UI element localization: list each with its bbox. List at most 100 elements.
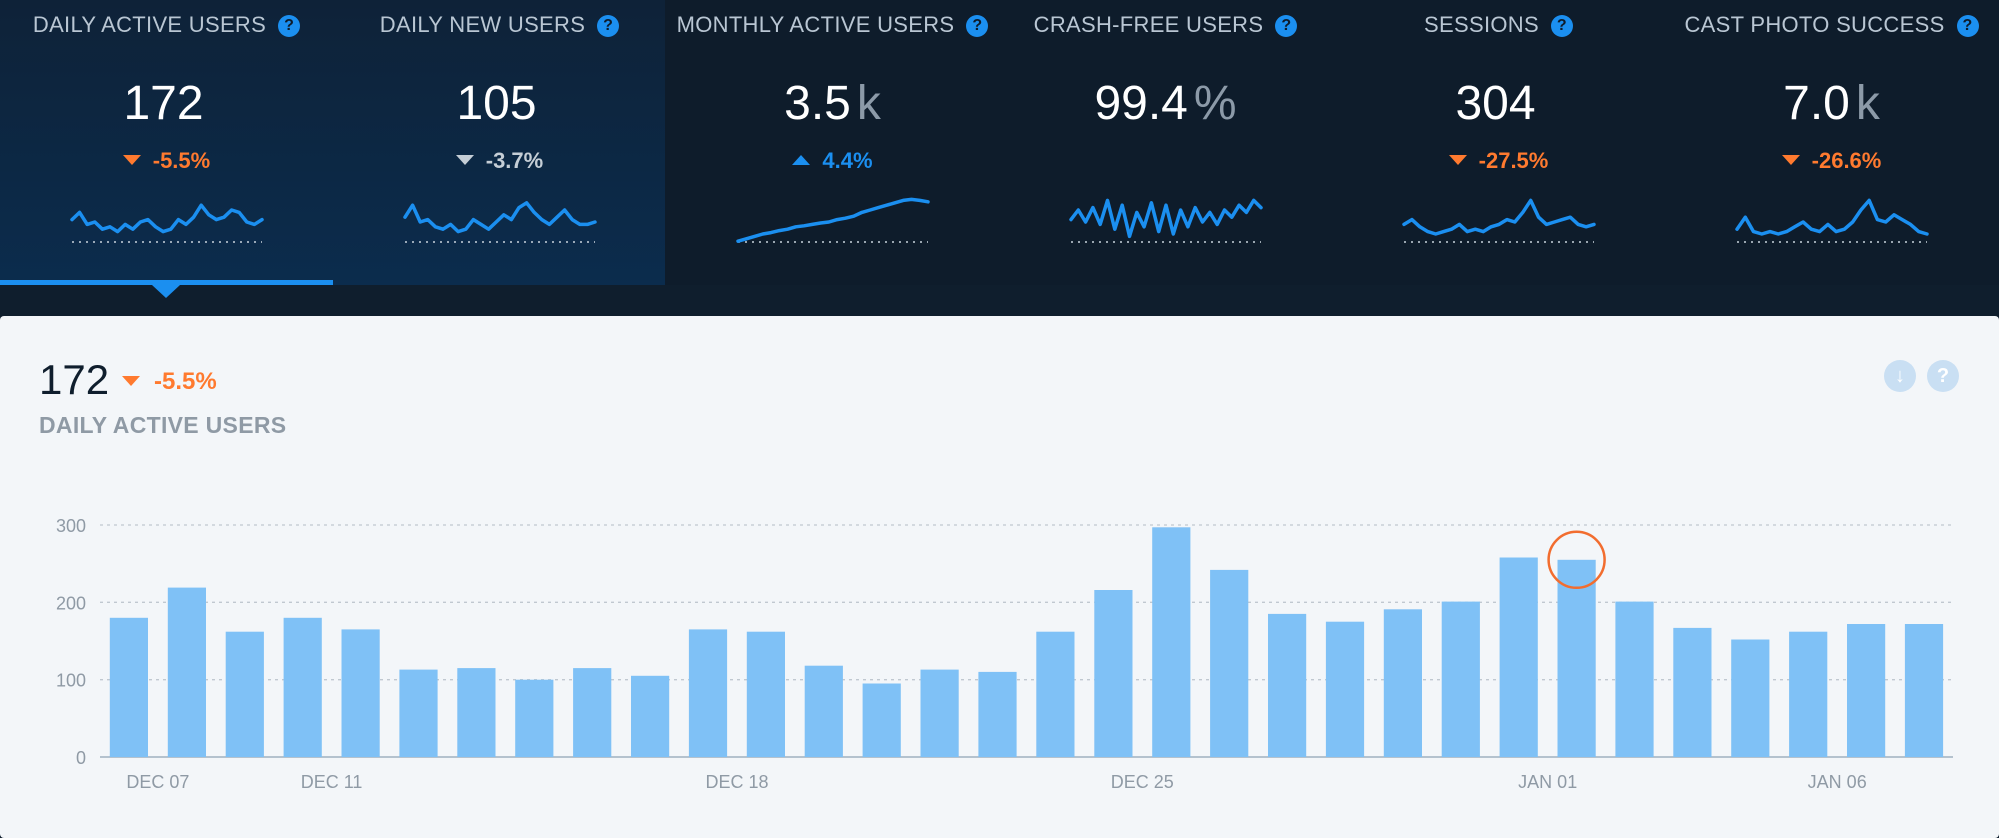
help-icon[interactable]: ? (966, 15, 989, 37)
metric-card-daily-active-users[interactable]: DAILY ACTIVE USERS? 172 -5.5% (0, 0, 333, 280)
bar-dec-16 (688, 629, 728, 757)
bar-dec-14 (573, 668, 612, 757)
bar-dec-29 (1441, 601, 1480, 757)
metric-label: MONTHLY ACTIVE USERS (676, 12, 955, 37)
bar-dec-23 (1094, 590, 1133, 757)
x-tick-label: DEC 18 (705, 772, 768, 792)
metric-delta: -5.5% (152, 148, 211, 173)
y-tick-label: 200 (56, 593, 86, 613)
metric-card-daily-new-users[interactable]: DAILY NEW USERS? 105 -3.7% (333, 0, 666, 280)
x-tick-label: DEC 25 (1111, 772, 1174, 792)
detail-metric-label: DAILY ACTIVE USERS (39, 412, 287, 438)
metric-delta: -3.7% (485, 148, 544, 173)
bar-dec-07 (167, 587, 206, 757)
bar-dec-15 (631, 675, 670, 757)
bar-jan-01 (1615, 601, 1654, 757)
bar-dec-19 (862, 683, 901, 757)
bar-jan-06 (1904, 624, 1944, 757)
metric-label: CRASH-FREE USERS (1033, 12, 1264, 37)
daily-active-users-bar-chart: 0 100 200 300 DEC 07 DEC 11 DEC 18 DEC 25 JAN 01… (56, 516, 1953, 792)
trend-down-icon (122, 376, 140, 386)
metric-value: 99.4 (1094, 77, 1188, 130)
metric-unit: k (1855, 77, 1880, 130)
bar-dec-11 (399, 669, 438, 757)
sparkline-line (1069, 198, 1263, 239)
metric-value: 172 (123, 77, 204, 130)
bar-jan-05 (1847, 624, 1886, 757)
help-icon[interactable]: ? (278, 15, 301, 37)
metric-label: SESSIONS (1424, 12, 1539, 37)
bar-jan-03 (1731, 639, 1770, 757)
metric-summary-bar: DAILY ACTIVE USERS? 172 -5.5% DAILY NEW … (0, 0, 1999, 298)
metric-label: DAILY NEW USERS (379, 12, 586, 37)
help-icon[interactable]: ? (1956, 15, 1979, 37)
y-tick-label: 0 (76, 748, 86, 768)
bar-jan-04 (1789, 631, 1828, 757)
bar-dec-10 (341, 629, 380, 757)
metric-card-sessions[interactable]: SESSIONS? 304 -27.5% (1332, 0, 1665, 280)
bar-dec-08 (225, 631, 264, 757)
bar-dec-21 (978, 671, 1017, 757)
detail-delta: -5.5% (154, 368, 217, 395)
bar-dec-20 (920, 669, 959, 757)
bar-dec-26 (1268, 613, 1307, 757)
bar-dec-24 (1152, 527, 1191, 757)
detail-value: 172 (39, 356, 110, 403)
metric-delta: -26.6% (1811, 148, 1882, 173)
help-icon[interactable]: ? (597, 15, 620, 37)
sparkline (1402, 198, 1596, 243)
x-tick-label: JAN 01 (1518, 772, 1577, 792)
metric-label: DAILY ACTIVE USERS (32, 12, 267, 37)
metric-detail-panel: 172 -5.5% DAILY ACTIVE USERS ↓ ? 0 100 200… (0, 316, 1999, 838)
metric-value: 3.5 (784, 77, 851, 130)
bar-dec-27 (1325, 621, 1365, 757)
sparkline-line (736, 197, 930, 243)
sparkline (70, 203, 264, 243)
bar-dec-31 (1557, 559, 1596, 757)
bar-dec-18 (804, 665, 843, 757)
bar-dec-25 (1210, 569, 1249, 757)
x-tick-label: DEC 11 (301, 772, 363, 792)
bar-dec-09 (283, 617, 322, 757)
selected-metric-caret (152, 285, 180, 298)
metric-value: 304 (1455, 77, 1536, 130)
highlight-marker (1547, 530, 1606, 590)
bar-dec-13 (515, 679, 554, 757)
sparkline-line (403, 201, 597, 234)
trend-down-icon (1781, 155, 1800, 165)
trend-down-icon (455, 155, 474, 165)
sparkline-line (1735, 198, 1929, 236)
download-icon[interactable]: ↓ (1884, 360, 1916, 392)
bar-dec-12 (457, 668, 496, 757)
sparkline (1069, 198, 1263, 243)
bar-jan-02 (1673, 627, 1712, 757)
x-tick-label: JAN 06 (1808, 772, 1867, 792)
selected-metric-underline (0, 280, 333, 285)
help-icon[interactable]: ? (1927, 360, 1959, 392)
metric-card-monthly-active-users[interactable]: MONTHLY ACTIVE USERS? 3.5 k 4.4% (666, 0, 999, 280)
metric-card-cast-photo-success[interactable]: CAST PHOTO SUCCESS? 7.0 k -26.6% (1665, 0, 1998, 280)
metric-delta: 4.4% (822, 148, 873, 173)
sparkline (736, 197, 930, 243)
metric-unit: k (856, 77, 881, 130)
help-icon[interactable]: ? (1550, 15, 1573, 37)
metric-label: CAST PHOTO SUCCESS (1684, 12, 1945, 37)
bar-dec-06 (109, 617, 148, 757)
metric-value: 7.0 (1783, 77, 1850, 130)
metric-delta: -27.5% (1478, 148, 1549, 173)
y-tick-label: 300 (56, 516, 86, 536)
metric-card-crash-free-users[interactable]: CRASH-FREE USERS? 99.4% (999, 0, 1332, 280)
help-icon[interactable]: ? (1275, 15, 1298, 37)
sparkline (1735, 198, 1929, 243)
bar-dec-22 (1036, 631, 1075, 757)
sparkline-line (1402, 198, 1596, 236)
metric-value: 105 (456, 77, 537, 130)
bar-dec-30 (1499, 557, 1538, 757)
metric-unit: % (1193, 77, 1237, 130)
sparkline (403, 201, 597, 243)
selected-metric-background (0, 0, 665, 285)
x-tick-label: DEC 07 (126, 772, 189, 792)
trend-down-icon (1448, 155, 1467, 165)
y-tick-label: 100 (56, 671, 86, 691)
sparkline-line (70, 203, 264, 234)
